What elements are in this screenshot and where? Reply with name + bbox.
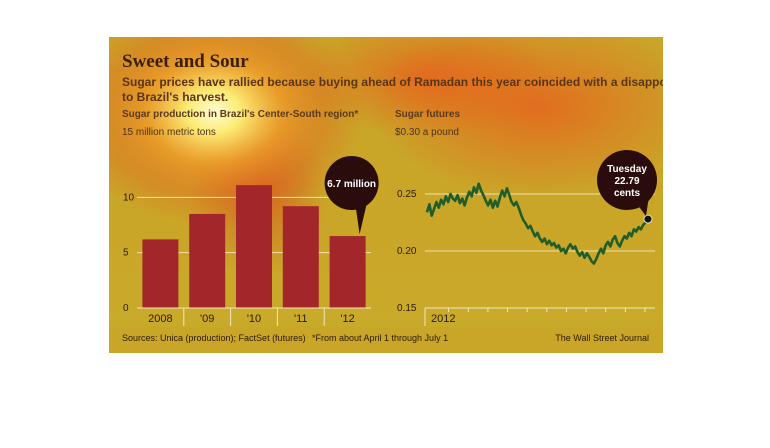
bar-callout-label: 6.7 million <box>327 179 376 190</box>
futures-unit-label: $0.30 a pound <box>395 127 459 138</box>
bar-3 <box>282 206 319 308</box>
production-unit-label: 15 million metric tons <box>122 127 216 138</box>
bar-category-label: '10 <box>247 313 261 325</box>
infographic-card: Sweet and Sour Sugar prices have rallied… <box>109 37 663 353</box>
bar-y-tick-label: 5 <box>123 248 129 259</box>
bar-2 <box>236 185 272 308</box>
footnote: *From about April 1 through July 1 <box>312 333 449 343</box>
bar-callout-bubble <box>324 156 379 210</box>
futures-endpoint-dot <box>643 214 653 224</box>
bar-y-tick-label: 10 <box>123 192 135 203</box>
bar-category-label: '12 <box>340 313 354 325</box>
publisher-credit: The Wall Street Journal <box>555 333 649 343</box>
futures-callout-bubble <box>597 150 657 210</box>
line-y-tick-label: 0.25 <box>397 189 417 200</box>
bar-y-tick-label: 0 <box>123 303 129 314</box>
futures-callout-value: 22.79 <box>614 176 639 187</box>
futures-callout-day: Tuesday <box>607 164 647 175</box>
subtitle-line-1: Sugar prices have rallied because buying… <box>122 75 663 89</box>
bar-category-label: '09 <box>200 313 214 325</box>
sources-note: Sources: Unica (production); FactSet (fu… <box>122 333 306 343</box>
futures-line <box>425 182 650 265</box>
page-title: Sweet and Sour <box>122 51 249 72</box>
bar-1 <box>189 213 226 308</box>
bar-category-label: 2008 <box>148 313 172 325</box>
production-chart-title: Sugar production in Brazil's Center-Sout… <box>122 109 359 120</box>
bar-4 <box>329 236 366 308</box>
subtitle-line-2: to Brazil's harvest. <box>122 90 229 104</box>
charts-layer: 0 5 10 2008 '09 '10 '11 '12 6.7 million 0.15 0.20 0… <box>123 150 657 326</box>
line-y-tick-label: 0.15 <box>397 303 417 314</box>
footer: Sources: Unica (production); FactSet (fu… <box>109 326 663 353</box>
line-x-label: 2012 <box>431 313 455 325</box>
futures-chart-title: Sugar futures <box>395 109 461 120</box>
bar-category-label: '11 <box>294 313 308 325</box>
futures-callout-unit: cents <box>614 188 641 199</box>
bar-0 <box>142 239 179 308</box>
line-y-tick-label: 0.20 <box>397 246 417 257</box>
